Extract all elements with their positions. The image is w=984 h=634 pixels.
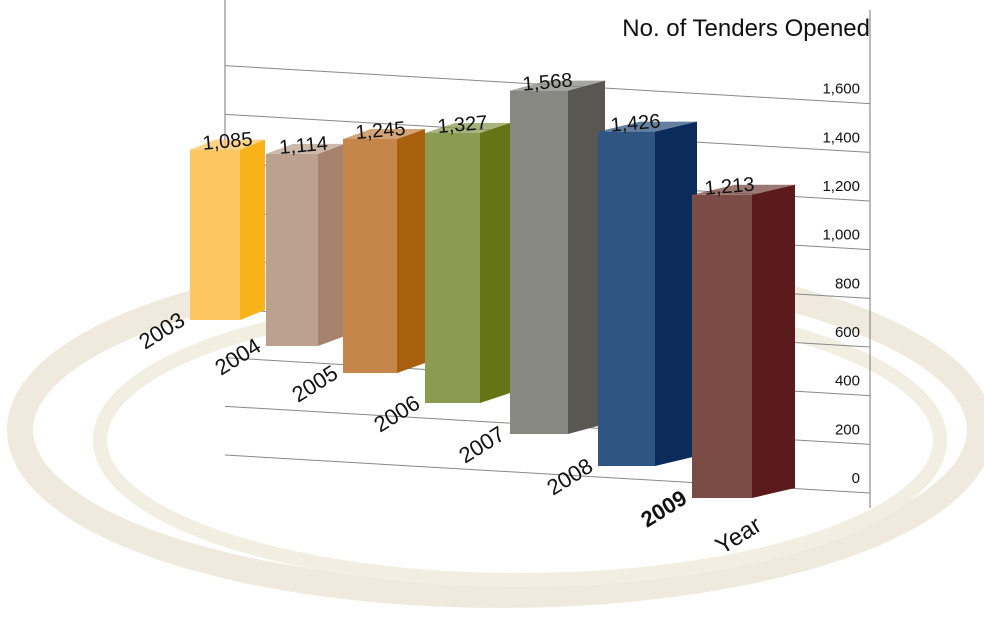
y-tick-label: 1,400 — [822, 129, 860, 146]
bar-top — [190, 139, 265, 150]
value-label: 1,245 — [355, 118, 407, 144]
value-label: 1,568 — [522, 69, 574, 95]
bar-top — [598, 121, 697, 132]
x-tick-label: 2008 — [542, 453, 597, 500]
y-tick-label: 1,000 — [822, 227, 860, 244]
bar-top — [510, 80, 605, 91]
bar-side — [240, 139, 265, 320]
bar-side — [318, 143, 345, 346]
x-tick-label: 2005 — [287, 360, 342, 407]
y-tick-label: 0 — [852, 470, 860, 487]
bar-side — [752, 184, 795, 498]
value-label: 1,213 — [704, 174, 756, 200]
x-tick-label: 2007 — [454, 421, 509, 468]
bar — [598, 131, 655, 466]
value-label: 1,327 — [437, 112, 489, 138]
value-label: 1,085 — [202, 129, 254, 155]
bar — [692, 194, 752, 498]
y-tick-label: 800 — [835, 275, 860, 292]
bar — [190, 149, 240, 320]
bars: 1,08520031,11420041,24520051,32720061,56… — [134, 69, 795, 532]
bar — [510, 90, 568, 434]
bar-side — [480, 122, 510, 403]
chart-title: No. of Tenders Opened — [622, 15, 870, 42]
bar-top — [343, 128, 425, 139]
bar-side — [655, 121, 697, 466]
bar-top — [266, 143, 345, 154]
bar-side — [568, 80, 605, 434]
y-tick-label: 200 — [835, 421, 860, 438]
bar — [425, 132, 480, 403]
bar — [266, 153, 318, 346]
x-tick-label: 2006 — [369, 390, 424, 437]
bar — [343, 138, 397, 373]
value-label: 1,114 — [278, 133, 328, 159]
bar-side — [397, 128, 425, 373]
y-tick-label: 400 — [835, 373, 860, 390]
x-tick-label: 2009 — [636, 485, 691, 532]
y-tick-label: 1,200 — [822, 178, 860, 195]
bar-top — [425, 122, 510, 133]
y-tick-label: 1,600 — [822, 81, 860, 98]
bar-top — [692, 184, 795, 195]
y-tick-label: 600 — [835, 324, 860, 341]
value-label: 1,426 — [610, 110, 662, 136]
